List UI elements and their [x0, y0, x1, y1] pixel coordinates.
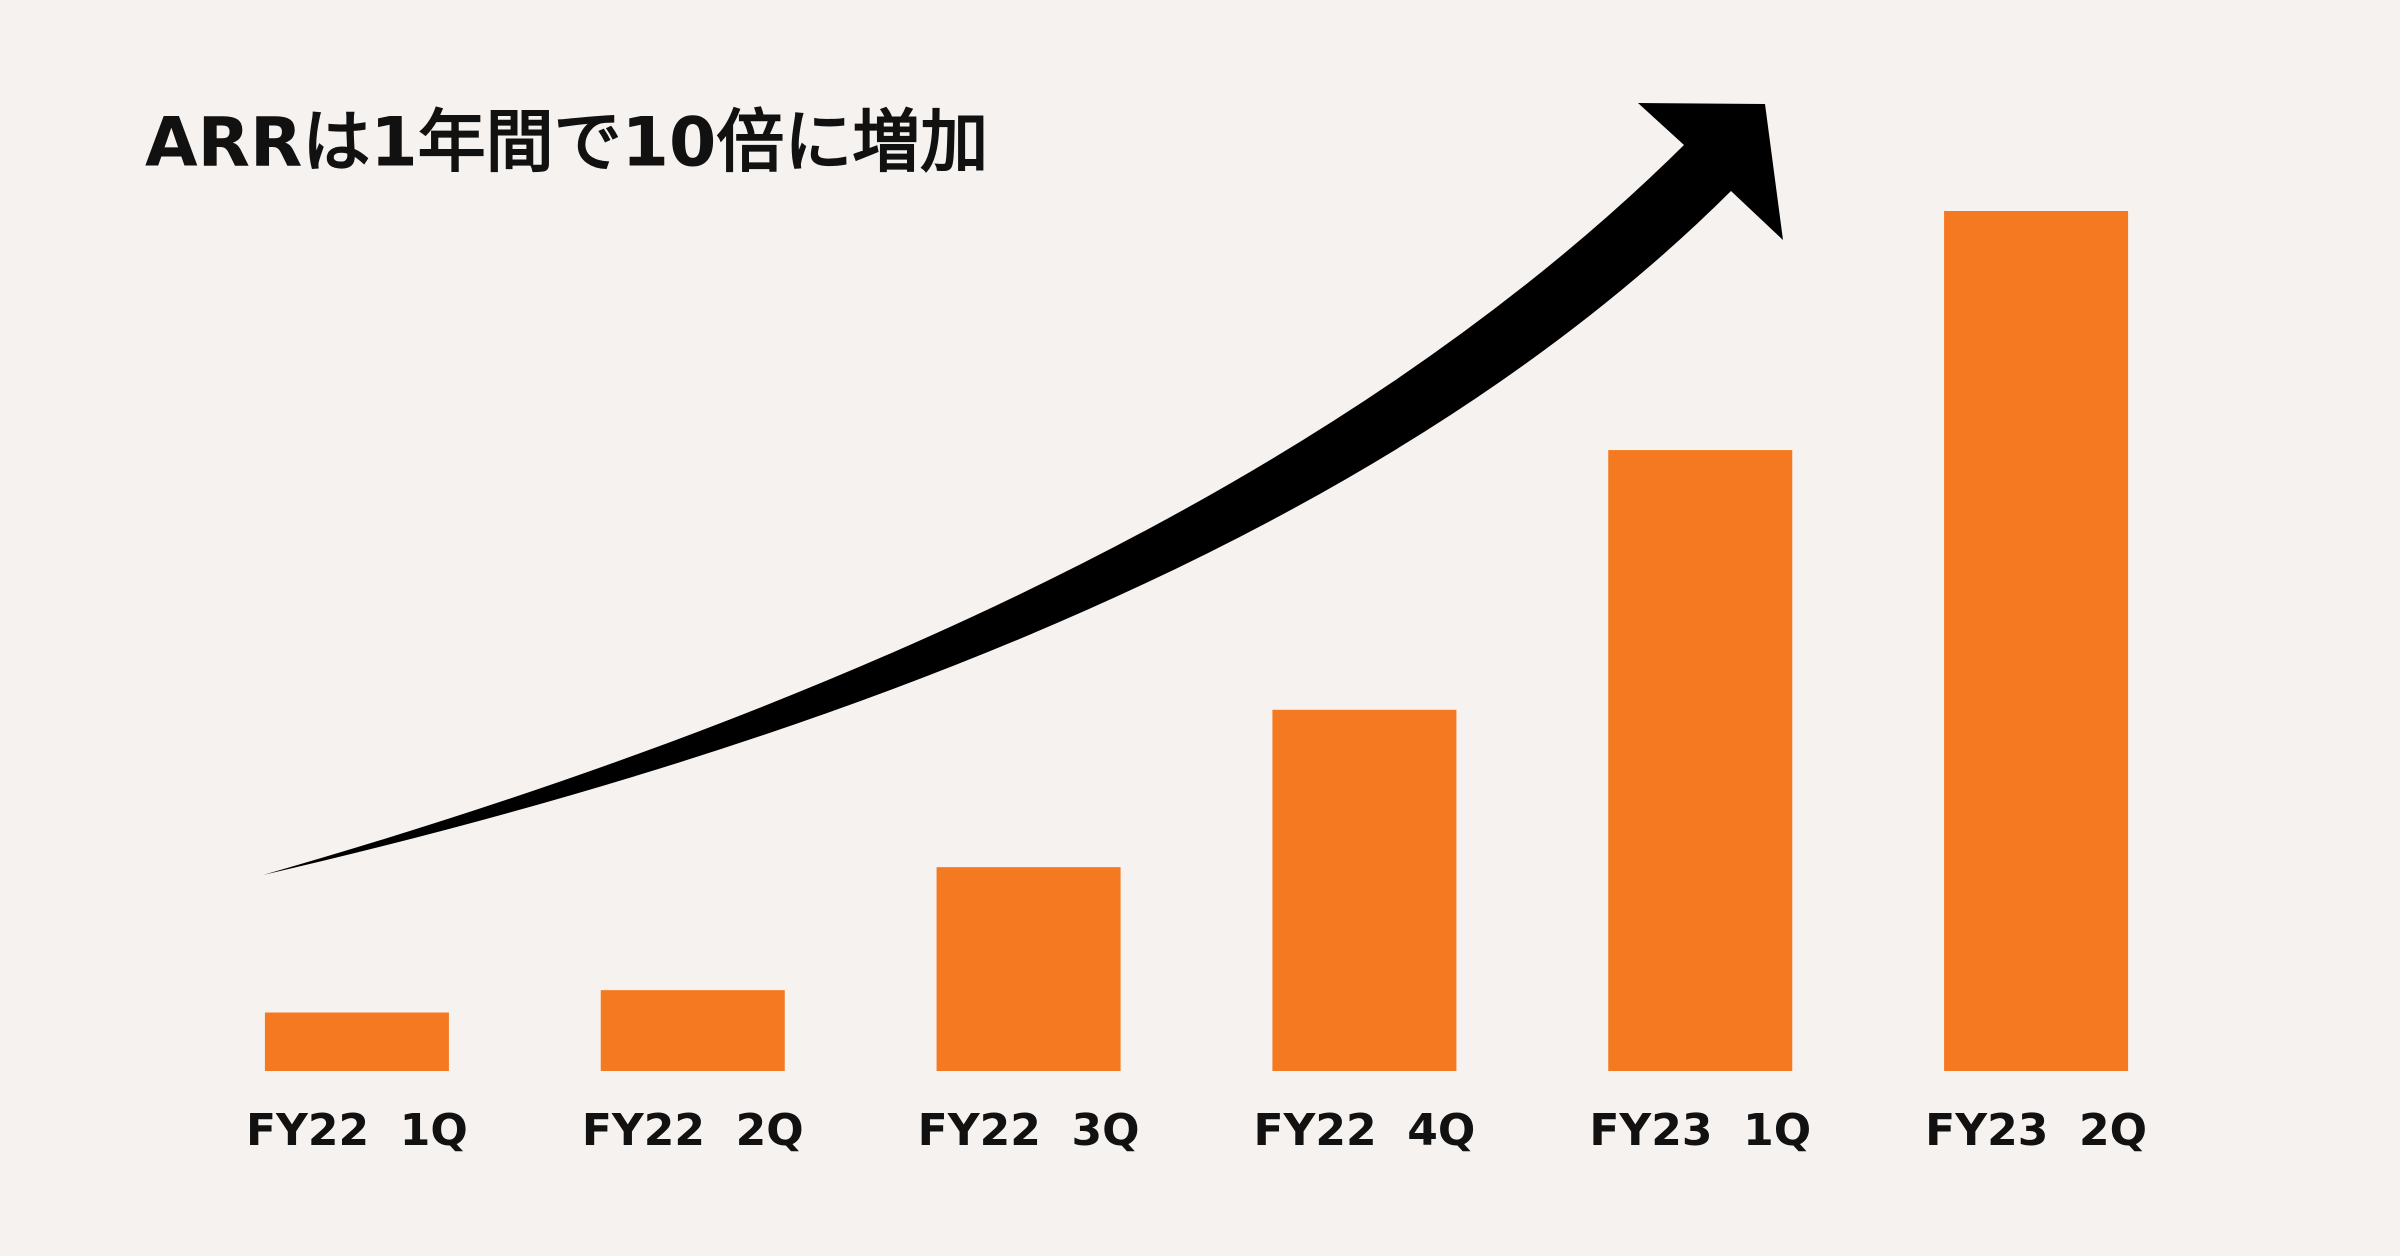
x-tick-label: FY22 2Q [582, 1105, 804, 1156]
x-tick-label: FY22 4Q [1254, 1105, 1476, 1156]
bar [600, 990, 785, 1071]
bar [1608, 450, 1793, 1072]
x-tick-label: FY22 3Q [918, 1105, 1140, 1156]
bar [1272, 709, 1457, 1071]
plot: FY22 1Q FY22 2Q FY22 3Q FY22 4Q FY23 1Q FY23 … [246, 211, 2147, 1156]
chart-title: ARRは1年間で10倍に増加 [145, 104, 988, 183]
x-tick-label: FY22 1Q [246, 1105, 468, 1156]
bar [1944, 211, 2129, 1071]
bar [264, 1012, 449, 1071]
x-tick-label: FY23 1Q [1589, 1105, 1811, 1156]
bar [936, 867, 1121, 1071]
x-tick-label: FY23 2Q [1925, 1105, 2147, 1156]
